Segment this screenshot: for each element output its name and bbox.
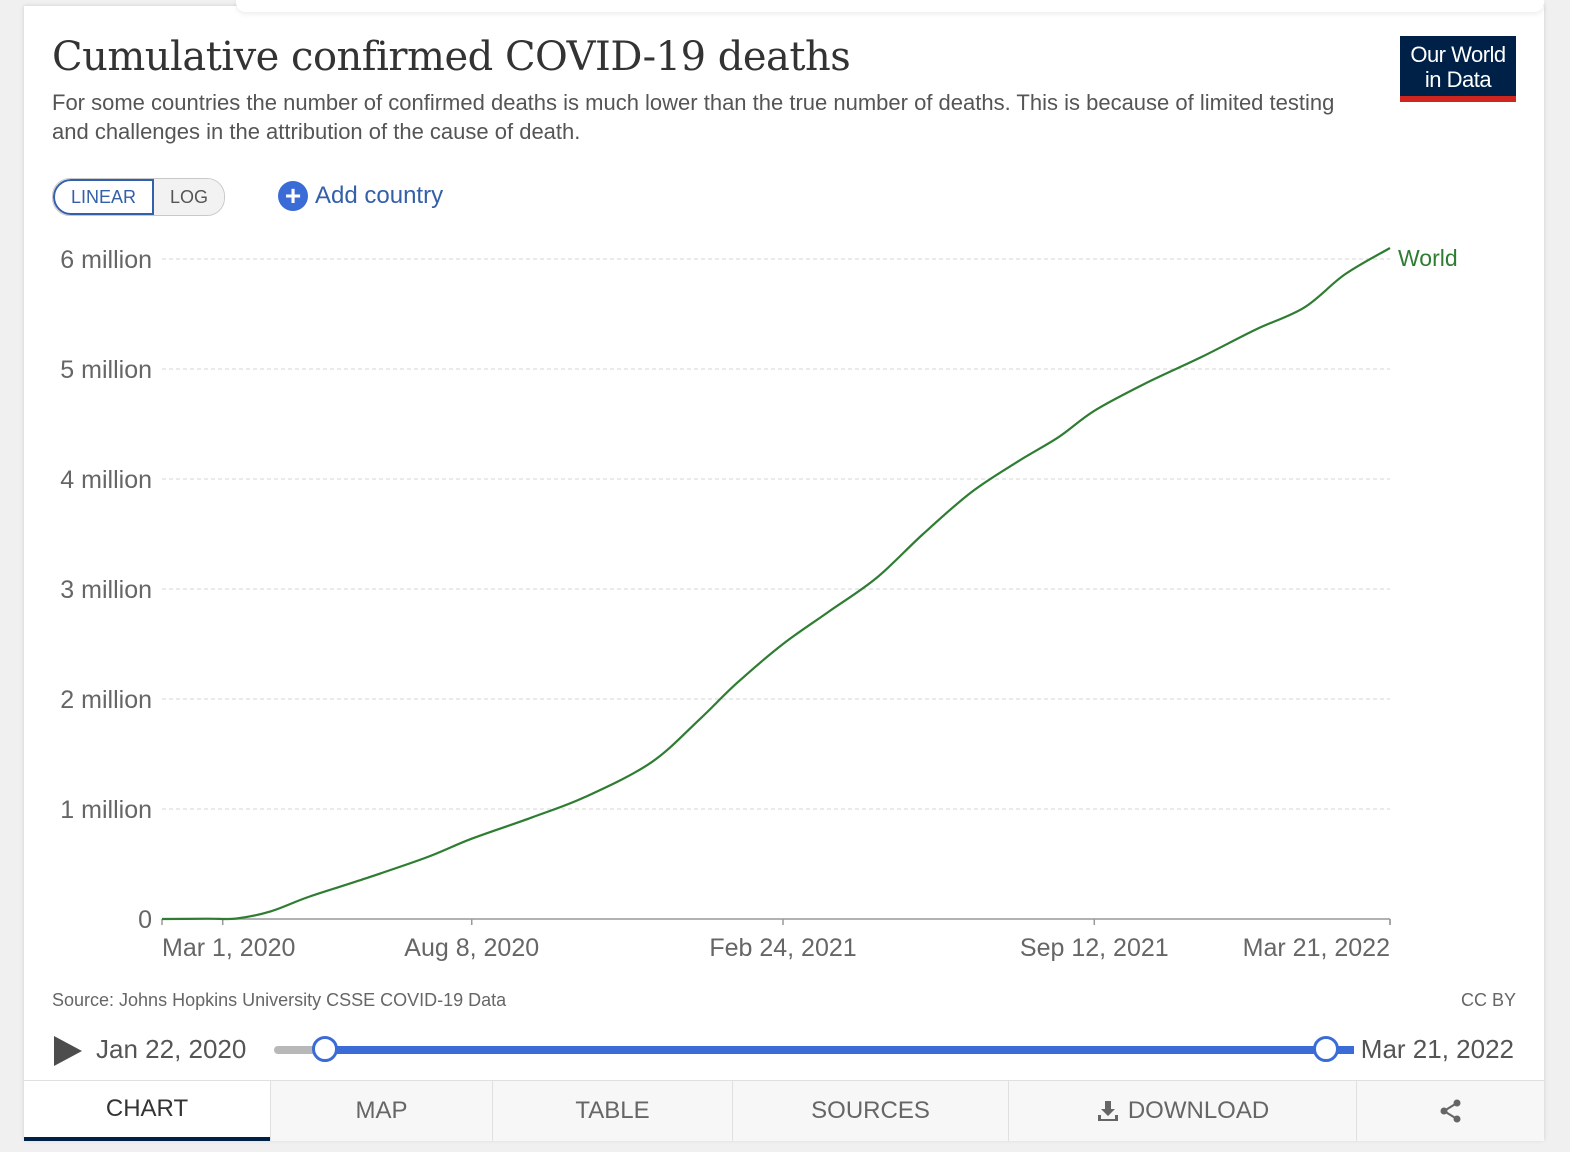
tab-bar: CHART MAP TABLE SOURCES DOWNLOAD: [24, 1080, 1544, 1141]
series-label-world[interactable]: World: [1398, 245, 1458, 271]
tab-table[interactable]: TABLE: [492, 1081, 732, 1141]
series-layer: World: [161, 245, 1458, 921]
grid-layer: [162, 258, 1390, 810]
axis-layer: 0 1 million 2 million 3 million 4 million 5 m…: [60, 246, 1391, 962]
x-tick-label: Mar 21, 2022: [1243, 934, 1390, 962]
add-country-label: Add country: [315, 182, 444, 209]
y-tick-label: 3 million: [60, 576, 152, 604]
chart-subtitle: For some countries the number of confirm…: [52, 90, 1335, 144]
plus-circle-icon: +: [278, 181, 308, 211]
chart-card: Cumulative confirmed COVID-19 deaths For…: [24, 6, 1544, 1141]
timeline-end-date: Mar 21, 2022: [1360, 1034, 1514, 1064]
tab-map[interactable]: MAP: [270, 1081, 492, 1141]
top-panel-edge: [236, 0, 1544, 12]
y-tick-label: 4 million: [60, 466, 152, 494]
tab-sources[interactable]: SOURCES: [732, 1081, 1008, 1141]
logo-line-2: in Data: [1424, 67, 1492, 92]
timeline-track[interactable]: [274, 1036, 1354, 1062]
x-tick-label: Feb 24, 2021: [709, 934, 856, 962]
tab-download[interactable]: DOWNLOAD: [1008, 1081, 1356, 1141]
x-tick-label: Aug 8, 2020: [404, 934, 539, 962]
timeline-start-handle[interactable]: [312, 1036, 338, 1062]
x-tick-label: Mar 1, 2020: [162, 934, 295, 962]
tab-share[interactable]: [1356, 1081, 1544, 1141]
license-link[interactable]: CC BY: [1460, 990, 1516, 1010]
y-tick-label: 0: [138, 906, 152, 934]
tab-download-label: DOWNLOAD: [1127, 1097, 1270, 1124]
timeline: Jan 22, 2020 Mar 21, 2022: [52, 1028, 1516, 1072]
timeline-start-date: Jan 22, 2020: [96, 1034, 247, 1064]
play-icon[interactable]: [54, 1036, 82, 1066]
linear-scale-button[interactable]: LINEAR: [53, 179, 155, 215]
x-tick-label: Sep 12, 2021: [1020, 934, 1169, 962]
series-line-world[interactable]: [161, 247, 1391, 921]
download-icon: [1097, 1101, 1118, 1121]
source-note: Source: Johns Hopkins University CSSE CO…: [52, 990, 507, 1010]
tab-chart[interactable]: CHART: [24, 1081, 270, 1141]
scale-toggle: LINEAR LOG: [52, 178, 226, 216]
y-tick-label: 6 million: [60, 246, 152, 274]
y-tick-label: 5 million: [60, 356, 152, 384]
y-tick-label: 1 million: [60, 796, 152, 824]
timeline-end-handle[interactable]: [1313, 1036, 1339, 1062]
log-scale-button[interactable]: LOG: [154, 179, 225, 215]
add-country-button[interactable]: + Add country: [278, 178, 443, 214]
timeline-selected-range: [326, 1046, 1354, 1054]
owid-logo[interactable]: Our World in Data: [1400, 36, 1516, 102]
chart-title: Cumulative confirmed COVID-19 deaths: [52, 34, 851, 80]
share-icon: [1440, 1099, 1460, 1123]
y-tick-label: 2 million: [60, 686, 152, 714]
line-chart: 0 1 million 2 million 3 million 4 million 5 m…: [60, 245, 1458, 962]
logo-line-1: Our World: [1410, 42, 1506, 67]
